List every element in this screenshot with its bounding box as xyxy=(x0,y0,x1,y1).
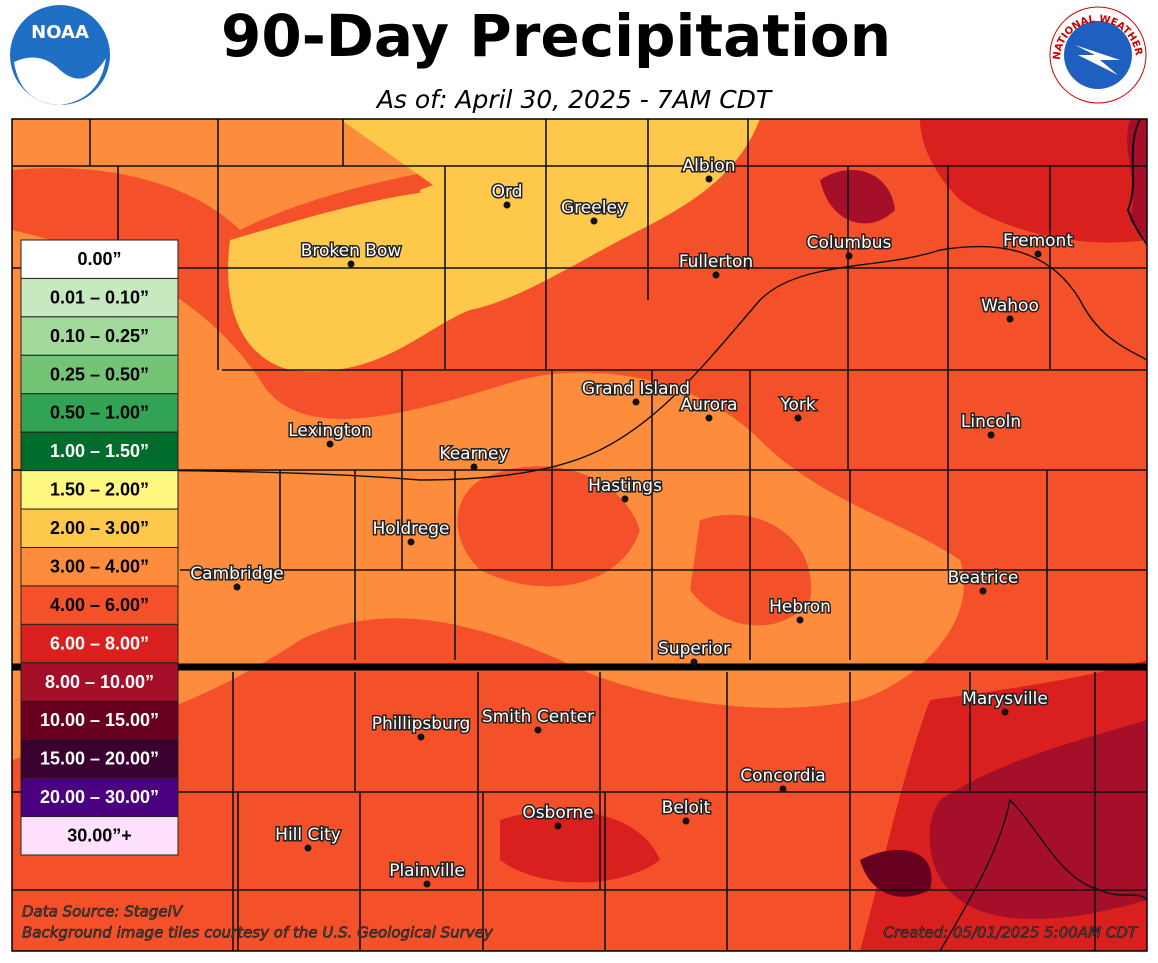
legend-label: 2.00 – 3.00” xyxy=(50,518,149,538)
city-label: Kearney xyxy=(439,444,508,464)
city-dot xyxy=(845,252,853,260)
legend-label: 8.00 – 10.00” xyxy=(45,672,154,692)
city-label: Holdrege xyxy=(372,519,449,539)
cities: Albion Ord Greeley Broken Bow Fullerton Colum… xyxy=(189,155,1075,888)
city-label: Lincoln xyxy=(961,412,1021,432)
noaa-text: NOAA xyxy=(31,22,89,43)
legend-label: 6.00 – 8.00” xyxy=(50,633,149,653)
city-label: Hill City xyxy=(275,825,341,845)
city-dot xyxy=(794,414,802,422)
city-dot xyxy=(347,260,355,268)
title: 90-Day Precipitation xyxy=(221,2,891,70)
footer-credit: Background image tiles courtesy of the U… xyxy=(22,924,494,942)
city-dot xyxy=(1001,708,1009,716)
city-label: Lexington xyxy=(288,421,372,441)
city-label: Ord xyxy=(492,182,523,202)
legend-swatch xyxy=(20,700,179,741)
legend-swatch xyxy=(20,777,179,818)
city-label: Wahoo xyxy=(981,296,1039,316)
legend-label: 15.00 – 20.00” xyxy=(40,749,159,769)
city-dot xyxy=(779,785,787,793)
city-label: Broken Bow xyxy=(301,241,402,261)
city-dot xyxy=(682,817,690,825)
city-dot xyxy=(979,587,987,595)
legend-swatch xyxy=(20,585,179,625)
city-dot xyxy=(690,658,698,666)
legend-label: 0.01 – 0.10” xyxy=(50,287,149,307)
city-label: Fremont xyxy=(1003,231,1073,251)
city-dot xyxy=(590,217,598,225)
subtitle: As of: April 30, 2025 - 7AM CDT xyxy=(375,85,773,114)
city-dot xyxy=(796,616,804,624)
legend-label: 3.00 – 4.00” xyxy=(50,556,149,576)
city-dot xyxy=(1006,315,1014,323)
legend-label: 0.10 – 0.25” xyxy=(50,326,149,346)
legend-label: 30.00”+ xyxy=(67,826,132,846)
city-dot xyxy=(554,822,562,830)
city-dot xyxy=(712,271,720,279)
city-label: Hebron xyxy=(769,597,831,617)
legend-label: 1.00 – 1.50” xyxy=(50,441,149,461)
legend: 0.00” 0.01 – 0.10” 0.10 – 0.25” 0.25 – 0.50… xyxy=(20,239,179,856)
legend-swatch xyxy=(20,277,179,318)
legend-swatch xyxy=(20,547,179,587)
city-dot xyxy=(417,733,425,741)
city-dot xyxy=(621,495,629,503)
city-label: Cambridge xyxy=(190,564,283,584)
city-label: York xyxy=(779,395,816,415)
legend-label: 0.25 – 0.50” xyxy=(50,364,149,384)
legend-swatch xyxy=(20,662,179,702)
city-label: Marysville xyxy=(962,689,1048,709)
city-dot xyxy=(632,398,640,406)
legend-label: 0.00” xyxy=(77,249,121,269)
legend-swatch xyxy=(20,239,179,279)
city-dot xyxy=(987,431,995,439)
footer-source: Data Source: StageIV xyxy=(22,903,184,921)
legend-label: 4.00 – 6.00” xyxy=(50,595,149,615)
city-label: Albion xyxy=(682,156,735,176)
city-label: Smith Center xyxy=(482,707,594,727)
city-label: Concordia xyxy=(740,766,825,786)
legend-label: 0.50 – 1.00” xyxy=(50,403,149,423)
city-dot xyxy=(304,844,312,852)
legend-swatch xyxy=(20,623,179,664)
city-dot xyxy=(407,538,415,546)
legend-swatch xyxy=(20,816,179,856)
footer-created: Created: 05/01/2025 5:00AM CDT xyxy=(883,924,1138,942)
city-dot xyxy=(705,414,713,422)
city-dot xyxy=(503,201,511,209)
city-dot xyxy=(705,175,713,183)
noaa-logo: NOAA xyxy=(10,5,110,105)
legend-swatch xyxy=(20,739,179,779)
city-dot xyxy=(470,463,478,471)
city-label: Aurora xyxy=(681,395,738,415)
city-dot xyxy=(233,583,241,591)
city-label: Grand Island xyxy=(582,379,690,399)
city-label: Plainville xyxy=(389,861,465,881)
city-dot xyxy=(534,726,542,734)
legend-label: 10.00 – 15.00” xyxy=(40,710,159,730)
city-label: Beatrice xyxy=(948,568,1019,588)
legend-swatch xyxy=(20,354,179,395)
city-dot xyxy=(1034,250,1042,258)
city-label: Superior xyxy=(658,639,730,659)
legend-swatch xyxy=(20,393,179,433)
legend-label: 20.00 – 30.00” xyxy=(40,787,159,807)
city-dot xyxy=(423,880,431,888)
city-label: Greeley xyxy=(561,198,627,218)
legend-label: 1.50 – 2.00” xyxy=(50,480,149,500)
city-label: Beloit xyxy=(662,798,711,818)
legend-swatch xyxy=(20,431,179,472)
city-label: Fullerton xyxy=(679,252,753,272)
city-dot xyxy=(326,440,334,448)
city-label: Phillipsburg xyxy=(372,714,471,734)
city-label: Hastings xyxy=(588,476,662,496)
city-label: Columbus xyxy=(807,233,892,253)
map xyxy=(11,118,1148,952)
city-label: Osborne xyxy=(522,803,593,823)
